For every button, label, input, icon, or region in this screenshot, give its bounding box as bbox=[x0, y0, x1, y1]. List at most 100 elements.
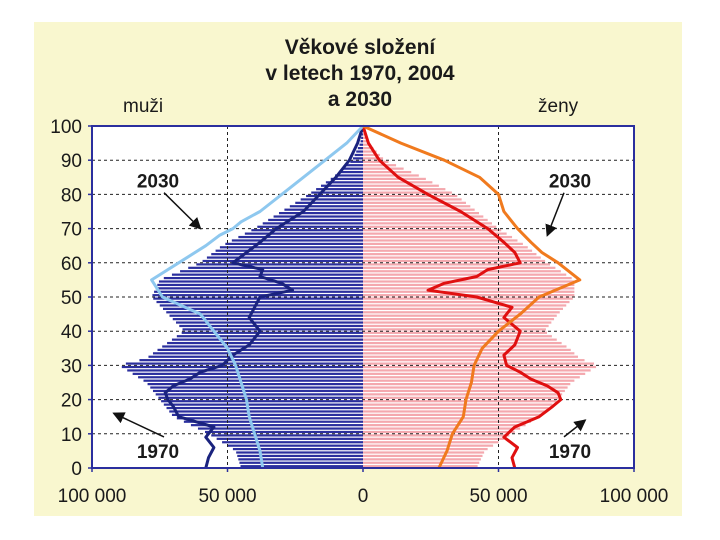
bar-age-15 bbox=[363, 413, 542, 416]
bar-age-96 bbox=[363, 136, 367, 139]
chart-title-line-2: v letech 1970, 2004 bbox=[265, 62, 455, 85]
bar-age-23 bbox=[363, 386, 568, 389]
y-tick-label-20: 20 bbox=[61, 391, 82, 412]
bar-age-76 bbox=[289, 205, 363, 208]
bar-age-2 bbox=[238, 458, 363, 461]
bar-age-7 bbox=[222, 441, 363, 444]
bar-age-83 bbox=[363, 181, 433, 184]
bar-age-81 bbox=[363, 188, 446, 191]
bar-age-84 bbox=[363, 177, 426, 181]
bar-age-57 bbox=[363, 270, 561, 273]
series-line-2030-muži bbox=[150, 124, 365, 469]
bar-age-75 bbox=[284, 208, 363, 211]
bar-age-34 bbox=[157, 348, 363, 352]
bar-age-38 bbox=[176, 335, 363, 338]
bar-age-39 bbox=[181, 331, 363, 334]
bar-age-40 bbox=[363, 328, 546, 331]
bar-age-35 bbox=[363, 345, 567, 348]
bar-age-1 bbox=[239, 461, 363, 464]
bar-age-91 bbox=[363, 153, 380, 157]
bar-age-79 bbox=[363, 194, 458, 198]
bar-age-50 bbox=[152, 294, 363, 297]
bar-age-93 bbox=[357, 147, 363, 150]
annotation-arrow-3 bbox=[563, 419, 587, 438]
bar-age-42 bbox=[363, 321, 552, 324]
bar-age-43 bbox=[363, 318, 555, 321]
bar-age-62 bbox=[363, 253, 537, 256]
bar-age-17 bbox=[166, 406, 363, 410]
bar-age-68 bbox=[363, 232, 507, 235]
bars-men-2004 bbox=[121, 126, 363, 468]
series-line-1970-ženy bbox=[361, 125, 563, 469]
bar-age-31 bbox=[363, 359, 585, 362]
y-tick-label-10: 10 bbox=[61, 425, 82, 446]
y-tick-label-70: 70 bbox=[61, 220, 82, 241]
bar-age-88 bbox=[346, 164, 363, 167]
bar-age-91 bbox=[354, 153, 363, 157]
left-side-label: muži bbox=[123, 96, 164, 117]
bar-age-17 bbox=[363, 406, 549, 410]
bar-age-51 bbox=[363, 290, 575, 293]
bar-age-16 bbox=[169, 410, 363, 413]
bar-age-90 bbox=[363, 157, 384, 160]
bar-age-0 bbox=[363, 465, 478, 468]
annotation-label-1: 1970 bbox=[137, 442, 179, 463]
bar-age-41 bbox=[179, 324, 363, 328]
bar-age-9 bbox=[211, 434, 363, 437]
bar-age-32 bbox=[363, 355, 578, 358]
bar-age-12 bbox=[190, 424, 363, 427]
bar-age-69 bbox=[363, 229, 502, 232]
bars-women-2004 bbox=[363, 126, 597, 468]
bar-age-56 bbox=[363, 273, 567, 276]
bar-age-43 bbox=[172, 318, 363, 321]
bar-age-28 bbox=[363, 369, 591, 372]
bar-age-52 bbox=[155, 287, 363, 290]
bar-age-73 bbox=[273, 215, 363, 218]
series-line-2030-ženy bbox=[362, 124, 582, 469]
bar-age-36 bbox=[363, 341, 562, 345]
y-tick-label-100: 100 bbox=[50, 117, 82, 138]
bar-age-94 bbox=[359, 143, 363, 146]
bar-age-6 bbox=[227, 444, 363, 447]
bar-age-85 bbox=[363, 174, 419, 177]
y-tick-label-40: 40 bbox=[61, 322, 82, 343]
bar-age-26 bbox=[138, 376, 363, 379]
bar-age-63 bbox=[215, 249, 363, 252]
bar-age-68 bbox=[244, 232, 363, 235]
bar-age-89 bbox=[350, 160, 363, 163]
bar-age-82 bbox=[320, 184, 363, 187]
bar-age-69 bbox=[251, 229, 363, 232]
y-tick-label-0: 0 bbox=[71, 459, 82, 480]
bar-age-4 bbox=[236, 451, 363, 454]
bar-age-0 bbox=[240, 465, 363, 468]
bar-age-89 bbox=[363, 160, 389, 163]
bar-age-67 bbox=[363, 235, 513, 239]
bar-age-6 bbox=[363, 444, 494, 447]
bar-age-40 bbox=[182, 328, 363, 331]
annotation-label-3: 1970 bbox=[549, 442, 591, 463]
bar-age-54 bbox=[158, 280, 363, 283]
bar-age-25 bbox=[143, 379, 363, 382]
bar-age-76 bbox=[363, 205, 471, 208]
bar-age-45 bbox=[363, 311, 560, 314]
bar-age-66 bbox=[363, 239, 518, 242]
bar-age-53 bbox=[363, 283, 575, 287]
annotation-label-0: 2030 bbox=[137, 172, 179, 193]
bar-age-31 bbox=[139, 359, 363, 362]
bar-age-59 bbox=[196, 263, 363, 266]
bar-age-63 bbox=[363, 249, 533, 252]
x-tick-label-0: 100 000 bbox=[58, 486, 127, 507]
bar-age-57 bbox=[180, 270, 363, 273]
bar-age-92 bbox=[356, 150, 363, 153]
annotation-arrow-1 bbox=[112, 412, 165, 438]
bar-age-58 bbox=[188, 266, 363, 269]
bar-age-54 bbox=[363, 280, 575, 283]
bar-age-52 bbox=[363, 287, 575, 290]
bar-age-30 bbox=[363, 362, 595, 365]
x-tick-label-3: 50 000 bbox=[469, 486, 527, 507]
bar-age-21 bbox=[363, 393, 563, 396]
bar-age-84 bbox=[330, 177, 363, 181]
y-tick-label-60: 60 bbox=[61, 254, 82, 275]
bar-age-25 bbox=[363, 379, 575, 382]
